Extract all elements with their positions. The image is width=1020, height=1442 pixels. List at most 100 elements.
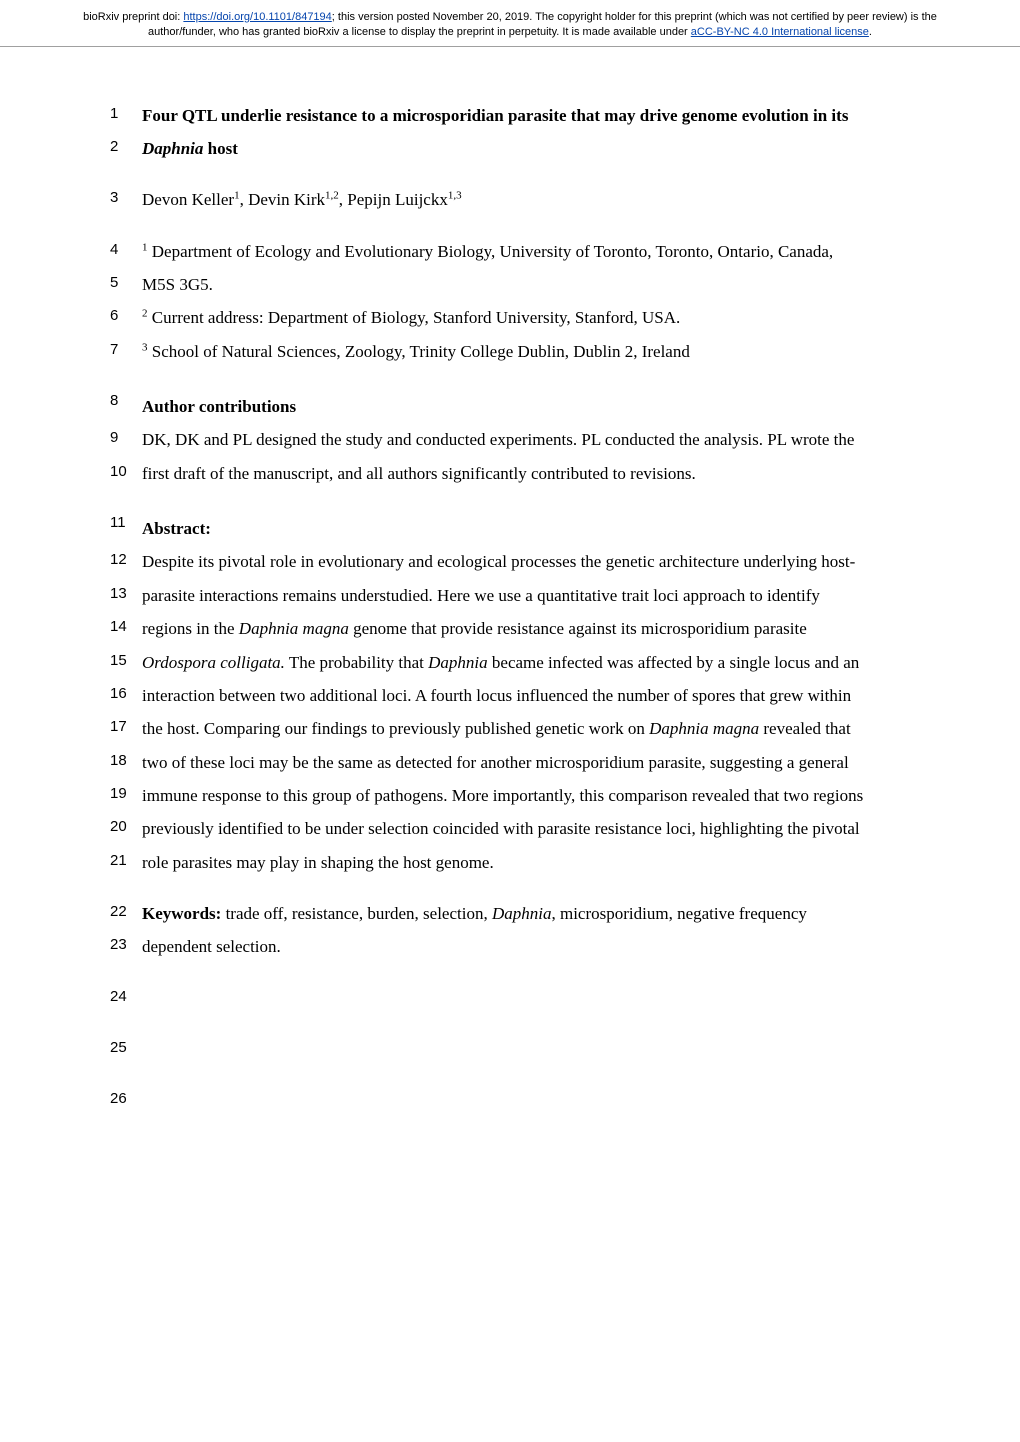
body-span: regions in the: [142, 619, 239, 638]
keywords-line: 22 Keywords: trade off, resistance, burd…: [110, 901, 910, 927]
author-name: Devon Keller: [142, 190, 234, 209]
body-italic: Daphnia: [492, 904, 552, 923]
line-number: 9: [110, 427, 142, 446]
line-number: 4: [110, 239, 142, 258]
affiliation-text: M5S 3G5.: [142, 272, 910, 298]
affiliation-text: 1 Department of Ecology and Evolutionary…: [142, 239, 910, 265]
body-span: The probability that: [285, 653, 428, 672]
body-empty: [142, 1088, 910, 1114]
line-number: 1: [110, 103, 142, 122]
body-text: dependent selection.: [142, 934, 910, 960]
line-number: 25: [110, 1037, 142, 1056]
blank-line: 25: [110, 1037, 910, 1063]
body-line: 20 previously identified to be under sel…: [110, 816, 910, 842]
body-text: interaction between two additional loci.…: [142, 683, 910, 709]
blank-line: 24: [110, 986, 910, 1012]
body-line: 17 the host. Comparing our findings to p…: [110, 716, 910, 742]
body-empty: [142, 1037, 910, 1063]
title-text: Daphnia host: [142, 136, 910, 162]
line-number: 15: [110, 650, 142, 669]
body-text: DK, DK and PL designed the study and con…: [142, 427, 910, 453]
affiliation-line: 5 M5S 3G5.: [110, 272, 910, 298]
body-text: role parasites may play in shaping the h…: [142, 850, 910, 876]
body-line: 14 regions in the Daphnia magna genome t…: [110, 616, 910, 642]
body-line: 12 Despite its pivotal role in evolution…: [110, 549, 910, 575]
line-number: 11: [110, 512, 142, 531]
authors-text: Devon Keller1, Devin Kirk1,2, Pepijn Lui…: [142, 187, 910, 213]
line-number: 6: [110, 305, 142, 324]
body-line: 18 two of these loci may be the same as …: [110, 750, 910, 776]
body-text: two of these loci may be the same as det…: [142, 750, 910, 776]
body-line: 13 parasite interactions remains underst…: [110, 583, 910, 609]
line-number: 19: [110, 783, 142, 802]
body-text: first draft of the manuscript, and all a…: [142, 461, 910, 487]
affiliation-line: 6 2 Current address: Department of Biolo…: [110, 305, 910, 331]
line-number: 24: [110, 986, 142, 1005]
line-number: 23: [110, 934, 142, 953]
line-number: 12: [110, 549, 142, 568]
title-rest: host: [203, 139, 237, 158]
line-number: 21: [110, 850, 142, 869]
author-sup: 1,3: [448, 190, 462, 202]
body-line: 23 dependent selection.: [110, 934, 910, 960]
section-heading: Author contributions: [142, 394, 910, 420]
section-heading: Abstract:: [142, 516, 910, 542]
body-text: parasite interactions remains understudi…: [142, 583, 910, 609]
line-number: 2: [110, 136, 142, 155]
body-line: 16 interaction between two additional lo…: [110, 683, 910, 709]
body-text: immune response to this group of pathoge…: [142, 783, 910, 809]
line-number: 5: [110, 272, 142, 291]
preprint-banner: bioRxiv preprint doi: https://doi.org/10…: [0, 0, 1020, 47]
line-number: 26: [110, 1088, 142, 1107]
page-content: 1 Four QTL underlie resistance to a micr…: [0, 47, 1020, 1162]
keywords-label: Keywords:: [142, 904, 221, 923]
body-line: 19 immune response to this group of path…: [110, 783, 910, 809]
body-text: previously identified to be under select…: [142, 816, 910, 842]
line-number: 8: [110, 390, 142, 409]
body-text: regions in the Daphnia magna genome that…: [142, 616, 910, 642]
line-number: 22: [110, 901, 142, 920]
body-span: genome that provide resistance against i…: [349, 619, 807, 638]
affil-body: Current address: Department of Biology, …: [148, 308, 681, 327]
affiliation-text: 3 School of Natural Sciences, Zoology, T…: [142, 339, 910, 365]
title-line-1: 1 Four QTL underlie resistance to a micr…: [110, 103, 910, 129]
body-italic: Ordospora colligata.: [142, 653, 285, 672]
body-text: the host. Comparing our findings to prev…: [142, 716, 910, 742]
section-heading-line: 8 Author contributions: [110, 390, 910, 420]
body-italic: Daphnia: [428, 653, 488, 672]
line-number: 10: [110, 461, 142, 480]
affil-body: School of Natural Sciences, Zoology, Tri…: [148, 342, 690, 361]
line-number: 3: [110, 187, 142, 206]
line-number: 13: [110, 583, 142, 602]
line-number: 16: [110, 683, 142, 702]
body-span: revealed that: [759, 719, 851, 738]
body-line: 15 Ordospora colligata. The probability …: [110, 650, 910, 676]
author-sup: 1,2: [325, 190, 339, 202]
affiliation-line: 4 1 Department of Ecology and Evolutiona…: [110, 239, 910, 265]
body-span: the host. Comparing our findings to prev…: [142, 719, 649, 738]
body-span: , microsporidium, negative frequency: [551, 904, 806, 923]
line-number: 7: [110, 339, 142, 358]
line-number: 17: [110, 716, 142, 735]
line-number: 14: [110, 616, 142, 635]
body-text: Ordospora colligata. The probability tha…: [142, 650, 910, 676]
banner-suffix: .: [869, 26, 872, 38]
authors-line: 3 Devon Keller1, Devin Kirk1,2, Pepijn L…: [110, 187, 910, 213]
blank-line: 26: [110, 1088, 910, 1114]
affil-body: Department of Ecology and Evolutionary B…: [148, 242, 834, 261]
license-link[interactable]: aCC-BY-NC 4.0 International license: [691, 26, 869, 38]
body-italic: Daphnia magna: [649, 719, 759, 738]
title-italic: Daphnia: [142, 139, 203, 158]
author-name: , Devin Kirk: [240, 190, 325, 209]
body-span: became infected was affected by a single…: [488, 653, 860, 672]
title-text: Four QTL underlie resistance to a micros…: [142, 103, 910, 129]
doi-link[interactable]: https://doi.org/10.1101/847194: [183, 11, 331, 23]
body-line: 10 first draft of the manuscript, and al…: [110, 461, 910, 487]
body-line: 9 DK, DK and PL designed the study and c…: [110, 427, 910, 453]
title-line-2: 2 Daphnia host: [110, 136, 910, 162]
body-text: Despite its pivotal role in evolutionary…: [142, 549, 910, 575]
affiliation-line: 7 3 School of Natural Sciences, Zoology,…: [110, 339, 910, 365]
line-number: 20: [110, 816, 142, 835]
section-heading-line: 11 Abstract:: [110, 512, 910, 542]
line-number: 18: [110, 750, 142, 769]
